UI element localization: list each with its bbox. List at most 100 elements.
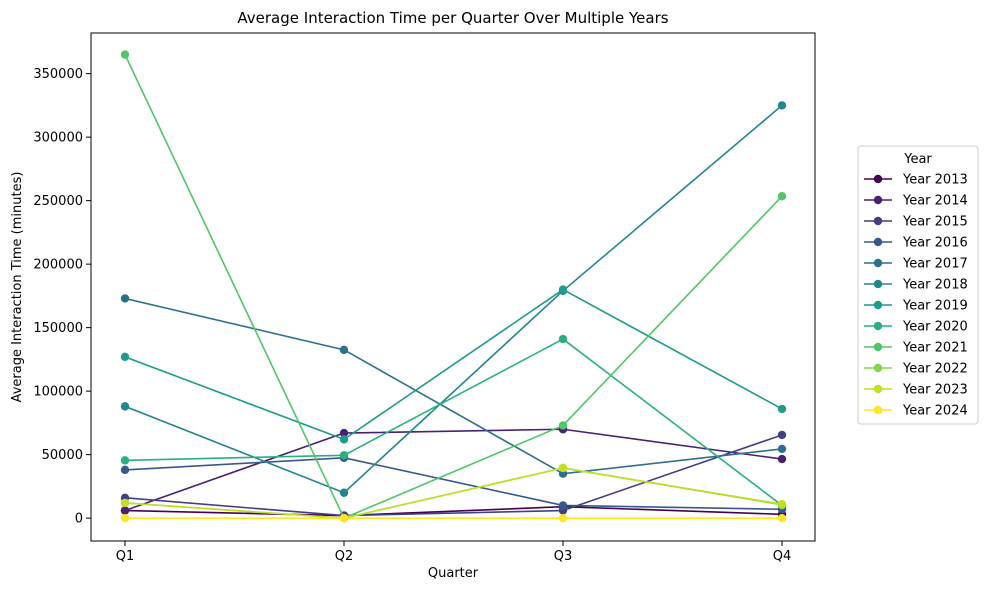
y-tick-label: 150000 [33,321,83,336]
data-point [777,101,787,110]
series-line [124,338,783,507]
legend: Year Year 2013 Year 2014 Year 2015 Year 201… [857,145,979,425]
series-line [124,467,783,519]
x-tick-label: Q2 [335,549,354,564]
series-year-2018 [120,101,787,497]
axes-frame [90,32,816,542]
series-line [124,104,783,494]
legend-label: Year 2023 [902,383,968,398]
legend-marker [873,384,883,394]
legend-label: Year 2024 [902,404,968,419]
legend-label: Year 2015 [902,215,968,230]
legend-item: Year 2014 [864,194,968,209]
series-line [124,428,783,512]
legend-item: Year 2018 [864,278,968,293]
legend-marker [873,321,883,331]
legend-label: Year 2022 [902,362,968,377]
legend-item: Year 2013 [864,173,968,188]
legend-item: Year 2021 [864,341,968,356]
legend-item: Year 2016 [864,236,968,251]
legend-label: Year 2019 [902,299,968,314]
data-point [558,285,568,294]
y-tick-label: 350000 [33,67,83,82]
data-point [339,345,349,355]
legend-marker [873,405,883,415]
series-line [124,505,783,517]
y-tick-label: 250000 [33,194,83,209]
legend-label: Year 2017 [902,257,968,272]
legend-marker [873,300,883,310]
data-point [558,463,568,473]
series-year-2017 [120,294,787,478]
legend-marker [873,195,883,205]
series-line [124,457,783,511]
data-point [339,428,349,438]
data-point [777,454,787,464]
y-axis-title: Average Interaction Time (minutes) [10,172,25,403]
x-tick-label: Q4 [773,549,792,564]
data-point [777,499,787,509]
legend-label: Year 2013 [902,173,968,188]
data-point [558,513,568,523]
data-point [120,513,130,523]
data-point [120,456,130,465]
data-point [339,488,349,497]
series-line [124,434,783,517]
legend-marker [873,216,883,226]
data-point [339,451,349,460]
data-point [777,444,787,454]
x-tick-label: Q1 [116,549,135,564]
legend-label: Year 2016 [902,236,968,251]
legend-item: Year 2015 [864,215,968,230]
data-point [120,465,130,475]
series-year-2021 [120,50,787,523]
legend-marker [873,258,883,268]
chart-title: Average Interaction Time per Quarter Ove… [237,9,668,27]
data-point [339,513,349,523]
data-point [777,513,787,523]
legend-marker [873,342,883,352]
y-tick-label: 200000 [33,258,83,273]
data-point [777,430,787,440]
data-point [120,352,130,362]
legend-label: Year 2014 [902,194,968,209]
legend-marker [873,237,883,247]
series-year-2020 [120,334,787,510]
series-year-2014 [120,425,787,515]
legend-item: Year 2019 [864,299,968,314]
data-point [120,506,130,515]
y-tick-label: 50000 [42,448,83,463]
legend-label: Year 2021 [902,341,968,356]
legend-item: Year 2023 [864,383,968,398]
series-line [124,288,783,441]
y-tick-label: 300000 [33,131,83,146]
legend-item: Year 2024 [864,404,968,419]
data-point [120,498,130,508]
legend-frame [857,145,979,425]
series-year-2024 [120,513,787,523]
legend-marker [873,174,883,184]
data-point [558,421,568,430]
legend-label: Year 2018 [902,278,968,293]
legend-label: Year 2020 [902,320,968,335]
data-point [558,334,568,344]
series-year-2019 [120,285,787,444]
x-axis-title: Quarter [428,566,479,581]
data-point [120,50,130,59]
data-point [777,191,787,201]
series-line [124,54,783,519]
plot-area: 0 50000 100000 150000 200000 250000 300000 3500… [33,32,816,564]
data-point [339,435,349,444]
data-point [120,402,130,411]
series-line [124,297,783,475]
data-point [777,404,787,414]
y-tick-label: 100000 [33,385,83,400]
legend-title: Year [903,152,932,167]
legend-item: Year 2020 [864,320,968,335]
y-tick-label: 0 [75,512,83,527]
x-tick-label: Q3 [554,549,573,564]
data-point [120,294,130,303]
legend-item: Year 2017 [864,257,968,272]
legend-marker [873,279,883,289]
